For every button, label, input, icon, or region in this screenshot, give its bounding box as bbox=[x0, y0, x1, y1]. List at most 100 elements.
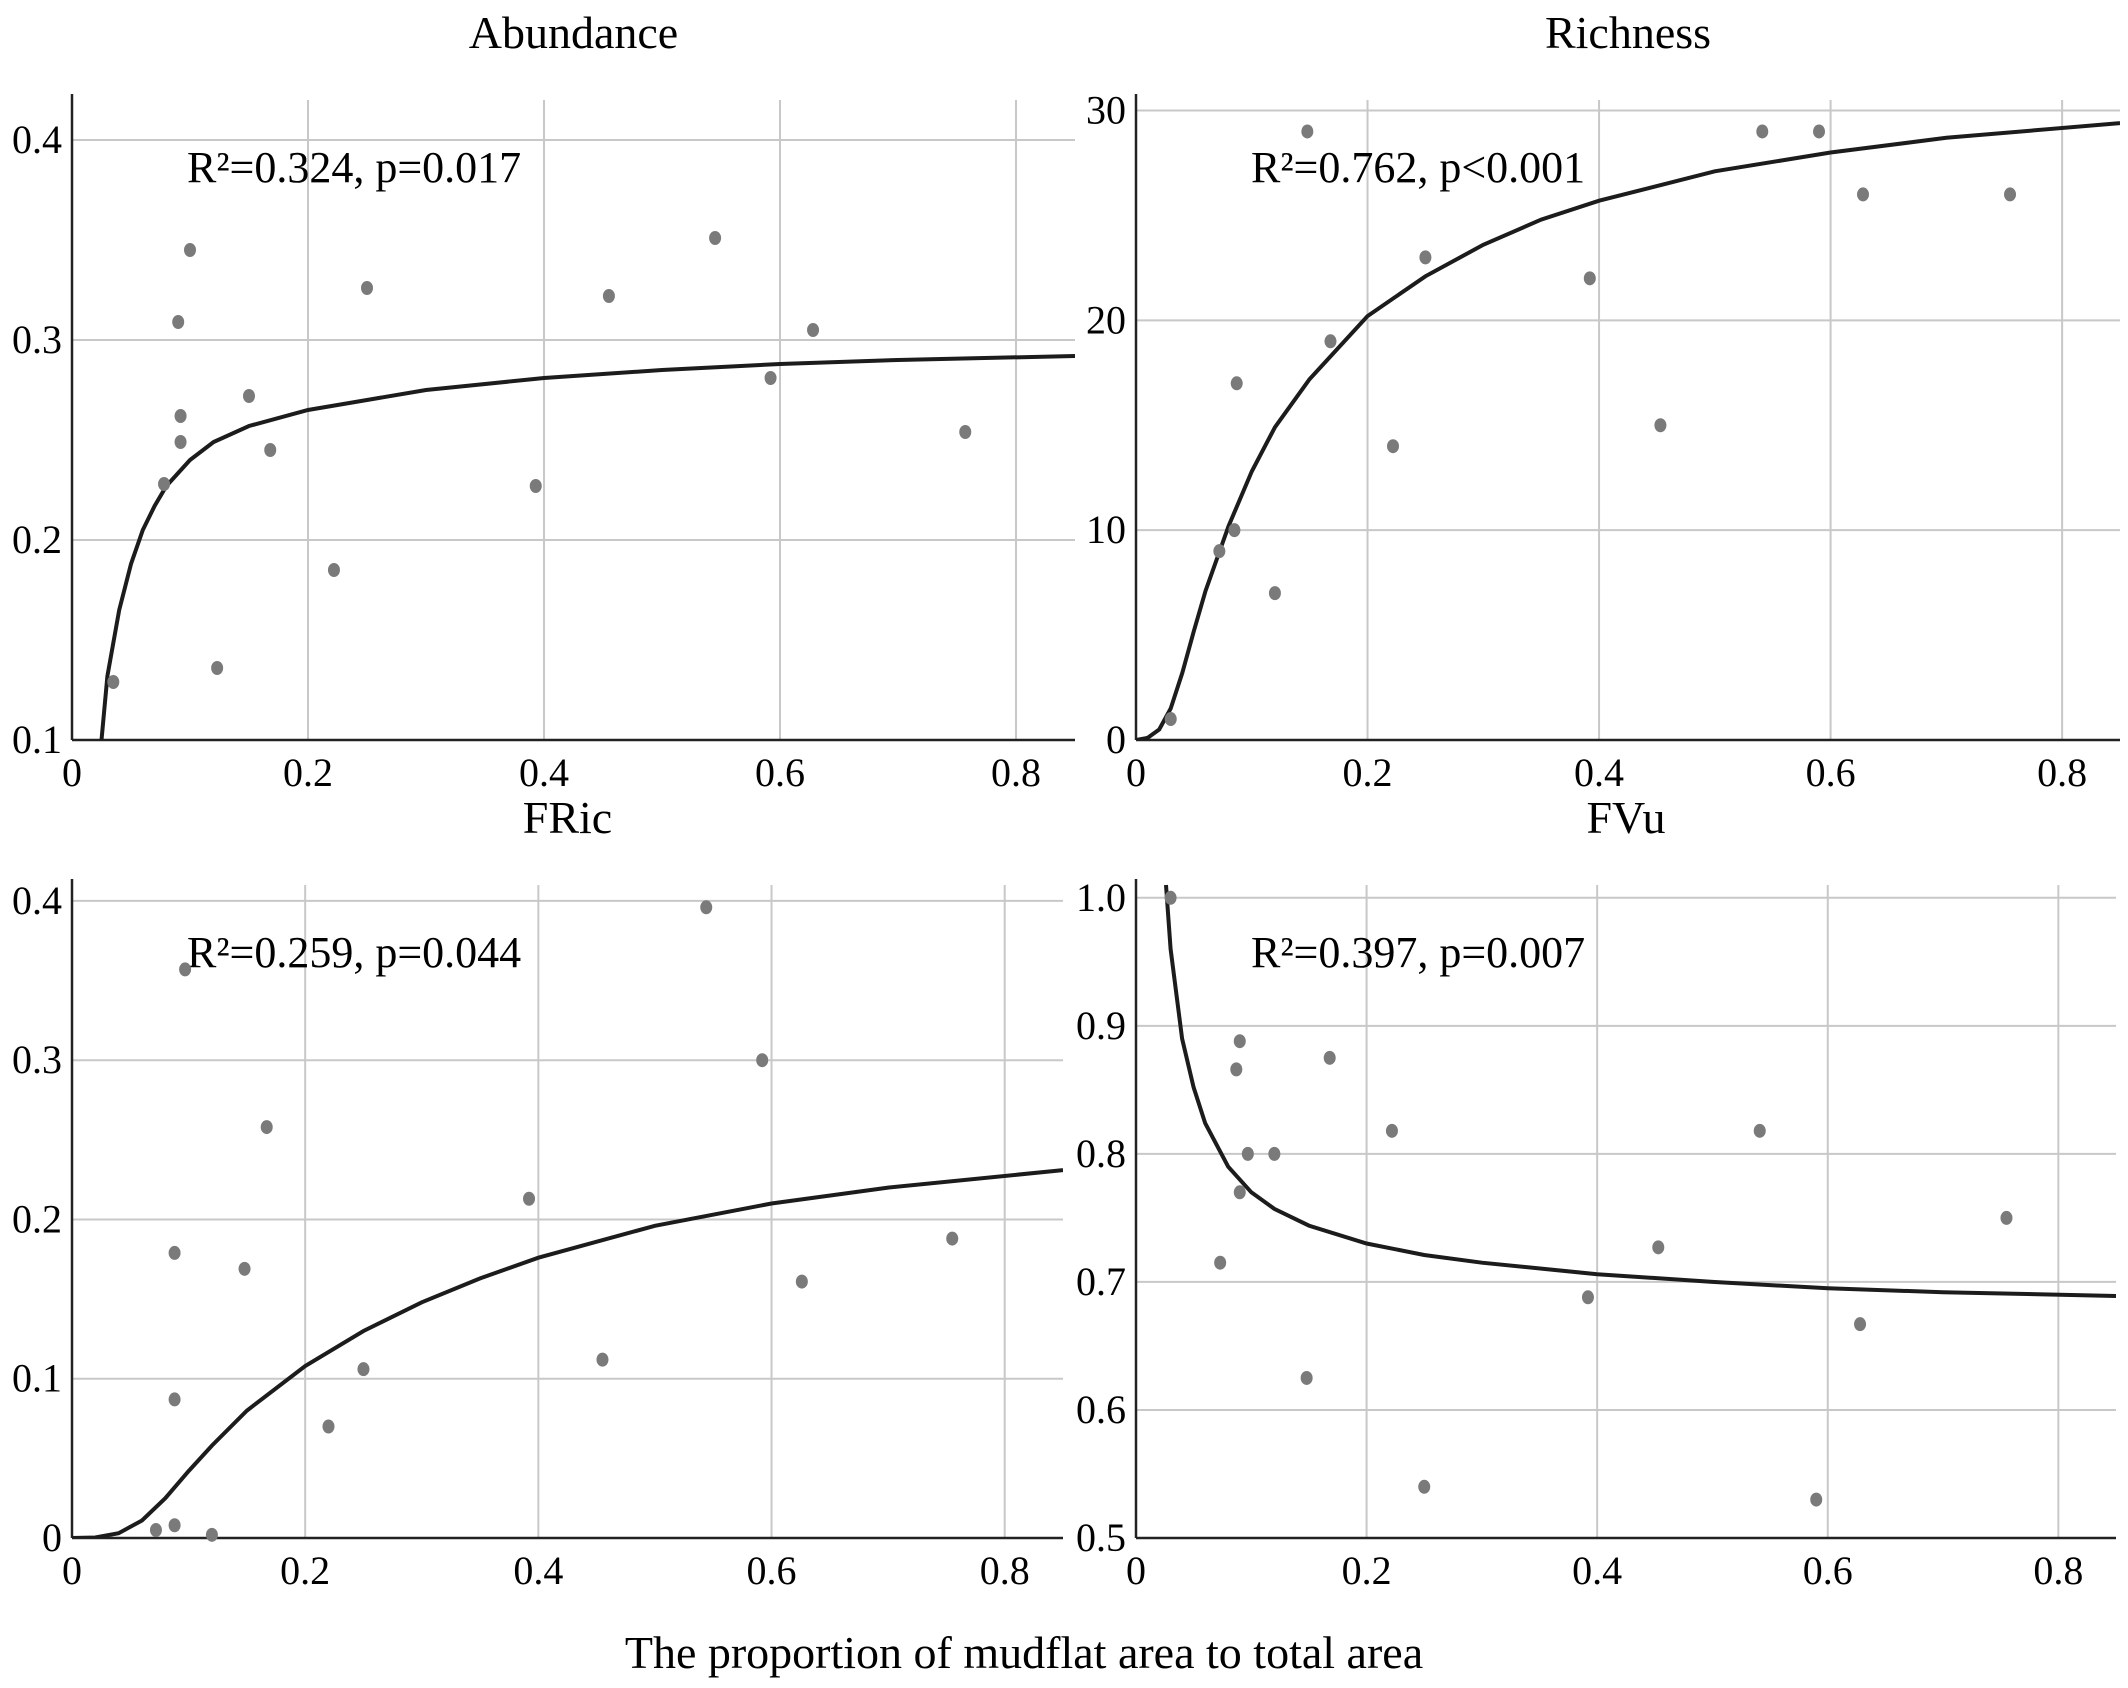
data-point bbox=[1213, 544, 1226, 559]
panel-title: Abundance bbox=[469, 7, 678, 58]
data-point bbox=[2000, 1210, 2013, 1225]
fit-curve bbox=[1164, 884, 2116, 1298]
data-point bbox=[1581, 1290, 1594, 1305]
data-point bbox=[946, 1231, 959, 1246]
y-tick-label: 0.6 bbox=[1076, 1387, 1126, 1432]
x-tick-label: 0.4 bbox=[1572, 1548, 1622, 1593]
data-point bbox=[149, 1523, 162, 1538]
fit-annotation: R²=0.397, p=0.007 bbox=[1251, 928, 1585, 977]
panel-fvu: 0.5 0.6 0.7 0.8 0.9 1.0 0 0.2 0.4 0.6 0.8 FVu R²=0.3… bbox=[1076, 792, 2116, 1593]
y-tick-label: 0.3 bbox=[12, 317, 62, 362]
x-tick-label: 0.2 bbox=[280, 1548, 330, 1593]
data-point bbox=[1652, 1240, 1665, 1255]
data-point bbox=[211, 661, 224, 675]
data-point bbox=[1164, 890, 1177, 905]
data-point bbox=[1300, 1370, 1313, 1385]
y-tick-label: 0.2 bbox=[12, 1196, 62, 1241]
x-tick-label: 0.8 bbox=[991, 750, 1041, 795]
data-point bbox=[327, 563, 340, 577]
fit-curve bbox=[1136, 121, 2120, 740]
data-point bbox=[1214, 1255, 1227, 1270]
data-point bbox=[529, 479, 542, 493]
data-point bbox=[1228, 523, 1241, 538]
panel-title: FRic bbox=[523, 792, 612, 843]
x-tick-label: 0.4 bbox=[1574, 750, 1624, 795]
data-point bbox=[709, 231, 722, 245]
data-point bbox=[1386, 439, 1399, 454]
data-point bbox=[1323, 1050, 1336, 1065]
data-point bbox=[959, 425, 972, 439]
x-tick-label: 0.4 bbox=[513, 1548, 563, 1593]
data-point bbox=[602, 289, 615, 303]
data-point bbox=[1324, 334, 1337, 349]
x-tick-label: 0.6 bbox=[747, 1548, 797, 1593]
data-point bbox=[795, 1274, 808, 1289]
data-point bbox=[2004, 187, 2017, 202]
y-tick-label: 1.0 bbox=[1076, 875, 1126, 920]
data-point bbox=[238, 1261, 251, 1276]
data-point bbox=[322, 1419, 335, 1434]
data-point bbox=[1857, 187, 1870, 202]
x-tick-label: 0 bbox=[1126, 1548, 1146, 1593]
data-point bbox=[1233, 1185, 1246, 1200]
data-point bbox=[1230, 376, 1243, 391]
data-point bbox=[357, 1362, 370, 1377]
fit-annotation: R²=0.324, p=0.017 bbox=[187, 143, 521, 192]
x-tick-label: 0.2 bbox=[283, 750, 333, 795]
data-point bbox=[1164, 712, 1177, 727]
data-point bbox=[1654, 418, 1667, 433]
data-point bbox=[168, 1518, 181, 1533]
data-point bbox=[1268, 1146, 1281, 1161]
data-point bbox=[1230, 1062, 1243, 1077]
fit-annotation: R²=0.259, p=0.044 bbox=[187, 928, 521, 977]
data-point bbox=[168, 1245, 181, 1260]
data-point bbox=[596, 1352, 609, 1367]
panel-richness: 0 10 20 30 0 0.2 0.4 0.6 0.8 Richness R²=0.762, p<… bbox=[1086, 7, 2120, 795]
y-tick-label: 0.8 bbox=[1076, 1131, 1126, 1176]
data-point bbox=[158, 477, 171, 491]
data-point bbox=[260, 1120, 273, 1135]
x-tick-label: 0.8 bbox=[980, 1548, 1030, 1593]
fit-curve bbox=[99, 354, 1075, 740]
chart-panels: 0.1 0.2 0.3 0.4 0 0.2 0.4 0.6 0.8 Abundance R²=0.3… bbox=[12, 7, 2120, 1593]
y-tick-label: 0.4 bbox=[12, 117, 62, 162]
y-tick-label: 30 bbox=[1086, 87, 1126, 132]
data-point bbox=[1241, 1146, 1254, 1161]
y-tick-label: 0.1 bbox=[12, 717, 62, 762]
x-tick-label: 0 bbox=[62, 1548, 82, 1593]
x-tick-label: 0.6 bbox=[755, 750, 805, 795]
x-tick-label: 0.8 bbox=[2033, 1548, 2083, 1593]
x-tick-label: 0.8 bbox=[2037, 750, 2087, 795]
data-point bbox=[361, 281, 373, 295]
data-point bbox=[1756, 124, 1769, 139]
panel-fric: 0 0.1 0.2 0.3 0.4 0 0.2 0.4 0.6 0.8 FRic R²=0.259, … bbox=[12, 792, 1063, 1593]
data-point bbox=[174, 435, 187, 449]
x-tick-label: 0.4 bbox=[519, 750, 569, 795]
panel-title: Richness bbox=[1545, 7, 1711, 58]
y-tick-label: 0.4 bbox=[12, 878, 62, 923]
y-tick-label: 10 bbox=[1086, 507, 1126, 552]
data-point bbox=[1813, 124, 1826, 139]
data-point bbox=[1233, 1034, 1246, 1049]
data-point bbox=[1419, 250, 1432, 265]
data-point bbox=[756, 1053, 769, 1068]
y-tick-label: 0.9 bbox=[1076, 1003, 1126, 1048]
data-point bbox=[1854, 1317, 1867, 1332]
data-point bbox=[205, 1527, 218, 1542]
data-point bbox=[168, 1392, 181, 1407]
fit-curve bbox=[72, 1168, 1063, 1538]
data-point bbox=[1418, 1479, 1431, 1494]
data-point bbox=[179, 962, 192, 977]
data-point bbox=[1753, 1123, 1766, 1138]
x-tick-label: 0.2 bbox=[1343, 750, 1393, 795]
fit-annotation: R²=0.762, p<0.001 bbox=[1251, 143, 1585, 192]
y-tick-label: 0.1 bbox=[12, 1356, 62, 1401]
y-tick-label: 20 bbox=[1086, 297, 1126, 342]
panel-title: FVu bbox=[1586, 792, 1665, 843]
y-tick-label: 0.5 bbox=[1076, 1515, 1126, 1560]
data-point bbox=[523, 1191, 536, 1206]
x-tick-label: 0.2 bbox=[1342, 1548, 1392, 1593]
data-point bbox=[243, 389, 255, 403]
y-tick-label: 0 bbox=[42, 1515, 62, 1560]
